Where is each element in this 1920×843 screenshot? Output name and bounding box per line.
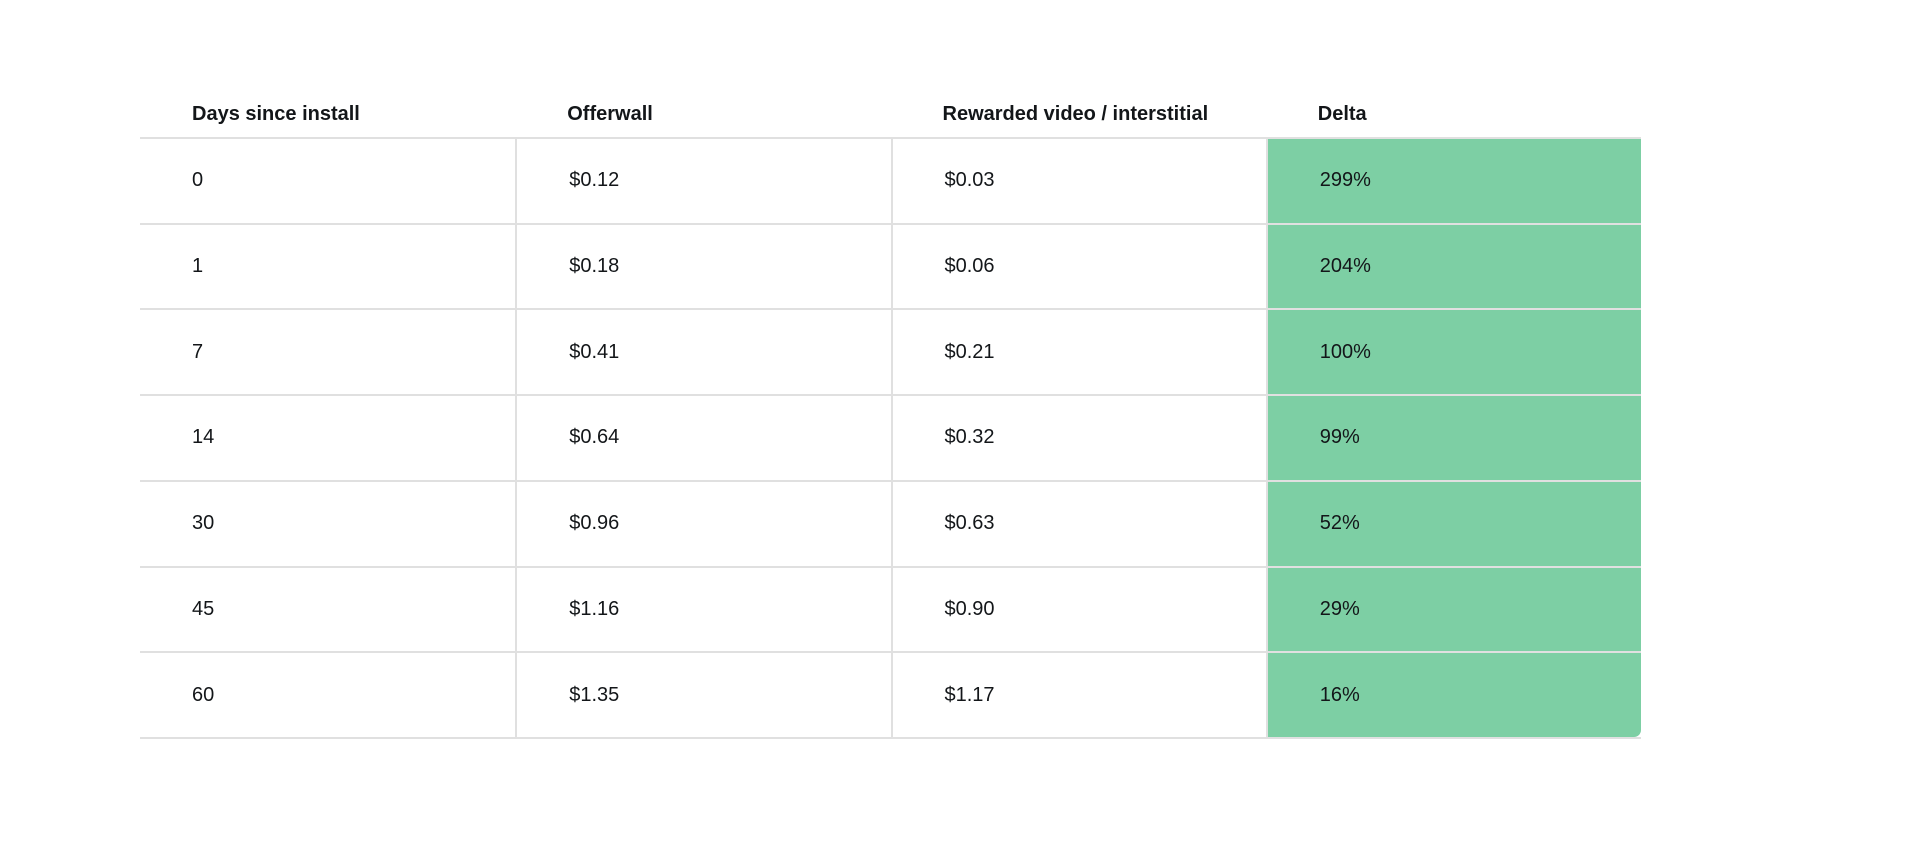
delta-cell: 99% — [1265, 396, 1641, 480]
rewarded-cell: $0.63 — [890, 481, 1266, 566]
header-rewarded-video-interstitial: Rewarded video / interstitial — [942, 103, 1209, 125]
table-row: 45 $1.16 $0.90 29% — [140, 567, 1641, 654]
table-header-row: Days since install Offerwall Rewarded vi… — [140, 85, 1641, 139]
header-days-since-install: Days since install — [192, 103, 360, 125]
days-cell: 7 — [192, 340, 204, 363]
offerwall-cell: $0.64 — [515, 396, 890, 480]
delta-cell: 16% — [1265, 653, 1641, 737]
delta-cell: 52% — [1265, 481, 1641, 566]
days-cell: 0 — [192, 169, 204, 192]
rewarded-cell: $0.03 — [890, 139, 1266, 223]
table-row: 1 $0.18 $0.06 204% — [140, 224, 1641, 311]
rewarded-cell: $0.21 — [890, 310, 1266, 395]
table-row: 60 $1.35 $1.17 16% — [140, 653, 1641, 739]
rewarded-cell: $0.90 — [890, 567, 1266, 652]
days-cell: 1 — [192, 255, 204, 278]
table-row: 0 $0.12 $0.03 299% — [140, 139, 1641, 225]
offerwall-cell: $0.41 — [515, 310, 890, 395]
delta-cell: 204% — [1265, 224, 1641, 309]
offerwall-cell: $0.12 — [515, 139, 890, 223]
days-cell: 14 — [192, 426, 215, 449]
header-delta: Delta — [1317, 103, 1367, 125]
days-cell: 60 — [192, 683, 215, 706]
rewarded-cell: $0.32 — [890, 396, 1266, 480]
delta-cell: 100% — [1265, 310, 1641, 395]
offerwall-cell: $0.18 — [515, 224, 890, 309]
days-cell: 30 — [192, 512, 215, 535]
rewarded-cell: $1.17 — [890, 653, 1266, 737]
arpu-comparison-table: Days since install Offerwall Rewarded vi… — [140, 85, 1641, 739]
delta-cell: 299% — [1265, 139, 1641, 223]
table-row: 30 $0.96 $0.63 52% — [140, 481, 1641, 568]
delta-cell: 29% — [1265, 567, 1641, 652]
offerwall-cell: $1.35 — [515, 653, 890, 737]
table-row: 14 $0.64 $0.32 99% — [140, 396, 1641, 482]
table-row: 7 $0.41 $0.21 100% — [140, 310, 1641, 397]
header-offerwall: Offerwall — [567, 103, 653, 125]
rewarded-cell: $0.06 — [890, 224, 1266, 309]
offerwall-cell: $1.16 — [515, 567, 890, 652]
days-cell: 45 — [192, 597, 215, 620]
offerwall-cell: $0.96 — [515, 481, 890, 566]
